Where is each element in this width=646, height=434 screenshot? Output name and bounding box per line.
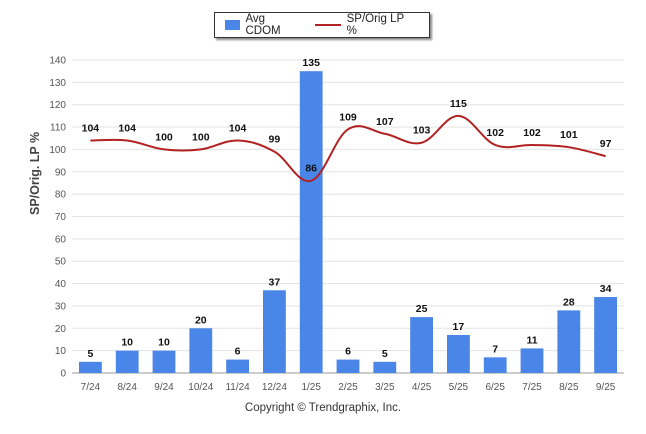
line-data-label: 109 xyxy=(339,111,357,123)
y-tick-label: 80 xyxy=(55,190,67,201)
line-data-label: 104 xyxy=(118,122,136,134)
bar-avg-cdom xyxy=(189,328,213,373)
y-tick-label: 130 xyxy=(49,78,66,89)
line-data-label: 86 xyxy=(305,163,317,175)
legend-swatch-sp-orig-lp xyxy=(315,24,341,26)
x-tick-label: 7/24 xyxy=(81,382,101,393)
x-tick-label: 4/25 xyxy=(412,382,432,393)
x-tick-label: 12/24 xyxy=(262,382,287,393)
bar-avg-cdom xyxy=(446,334,470,373)
bar-avg-cdom xyxy=(336,359,360,373)
x-tick-label: 11/24 xyxy=(225,382,250,393)
bar-avg-cdom xyxy=(299,71,323,373)
bar-avg-cdom xyxy=(483,357,507,373)
line-data-label: 104 xyxy=(82,122,100,134)
x-tick-label: 1/25 xyxy=(301,382,321,393)
x-tick-label: 7/25 xyxy=(522,382,542,393)
bar-data-label: 25 xyxy=(416,303,428,315)
x-tick-label: 9/25 xyxy=(596,382,616,393)
copyright-text: Copyright © Trendgraphix, Inc. xyxy=(244,402,402,414)
y-tick-label: 40 xyxy=(55,279,67,290)
bar-data-label: 10 xyxy=(158,337,170,349)
bar-data-label: 5 xyxy=(87,348,93,360)
y-tick-label: 0 xyxy=(60,369,66,380)
line-sp-orig-lp xyxy=(90,114,606,182)
line-data-label: 102 xyxy=(523,127,541,139)
y-tick-label: 110 xyxy=(50,123,66,134)
line-data-label: 99 xyxy=(269,134,281,146)
bar-data-label: 28 xyxy=(563,296,575,308)
x-tick-label: 8/25 xyxy=(559,382,579,393)
bar-data-label: 37 xyxy=(269,276,281,288)
legend-item-avg-cdom[interactable]: Avg CDOM xyxy=(225,13,301,37)
line-data-label: 102 xyxy=(486,127,504,139)
x-tick-label: 3/25 xyxy=(375,382,395,393)
legend-swatch-avg-cdom xyxy=(225,20,241,30)
x-tick-label: 9/24 xyxy=(154,382,174,393)
line-data-label: 101 xyxy=(560,129,578,141)
bar-avg-cdom xyxy=(152,350,176,373)
x-tick-label: 8/24 xyxy=(117,382,137,393)
y-tick-label: 140 xyxy=(49,56,66,67)
y-tick-label: 120 xyxy=(49,100,66,111)
line-data-label: 104 xyxy=(229,122,247,134)
y-tick-label: 20 xyxy=(55,324,67,335)
bar-avg-cdom xyxy=(373,361,397,373)
bar-data-label: 11 xyxy=(526,334,537,346)
bar-avg-cdom xyxy=(557,310,581,373)
bar-data-label: 17 xyxy=(453,321,465,333)
bar-data-label: 10 xyxy=(121,337,133,349)
bar-data-label: 7 xyxy=(492,343,498,355)
bar-data-label: 135 xyxy=(302,57,320,69)
bar-data-label: 34 xyxy=(600,283,612,295)
x-tick-label: 2/25 xyxy=(338,382,358,393)
y-tick-label: 70 xyxy=(55,212,67,223)
line-data-label: 103 xyxy=(413,125,431,137)
y-tick-label: 30 xyxy=(55,301,67,312)
bar-avg-cdom xyxy=(115,350,139,373)
bar-data-label: 20 xyxy=(195,314,207,326)
line-data-label: 100 xyxy=(155,131,173,143)
x-tick-label: 10/24 xyxy=(188,382,213,393)
line-data-label: 107 xyxy=(376,116,394,128)
chart-legend: Avg CDOM SP/Orig LP % xyxy=(214,12,430,38)
y-tick-label: 60 xyxy=(55,234,67,245)
line-data-label: 100 xyxy=(192,131,210,143)
bar-avg-cdom xyxy=(226,359,250,373)
bar-avg-cdom xyxy=(594,296,618,373)
bar-data-label: 6 xyxy=(345,346,351,358)
y-tick-label: 90 xyxy=(55,167,67,178)
line-data-label: 97 xyxy=(600,138,612,150)
x-tick-label: 6/25 xyxy=(485,382,505,393)
bar-data-label: 5 xyxy=(382,348,388,360)
bar-avg-cdom xyxy=(520,348,544,373)
bar-avg-cdom xyxy=(262,290,286,373)
bar-data-label: 6 xyxy=(235,346,241,358)
y-tick-label: 10 xyxy=(55,346,67,357)
y-tick-label: 100 xyxy=(49,145,66,156)
bar-avg-cdom xyxy=(410,317,434,373)
line-data-label: 115 xyxy=(450,98,467,110)
legend-label-sp-orig-lp: SP/Orig LP % xyxy=(346,13,404,37)
x-tick-label: 5/25 xyxy=(449,382,469,393)
bar-avg-cdom xyxy=(78,361,102,373)
legend-item-sp-orig-lp[interactable]: SP/Orig LP % xyxy=(315,13,415,37)
legend-label-avg-cdom: Avg CDOM xyxy=(245,13,281,37)
y-tick-label: 50 xyxy=(55,257,67,268)
